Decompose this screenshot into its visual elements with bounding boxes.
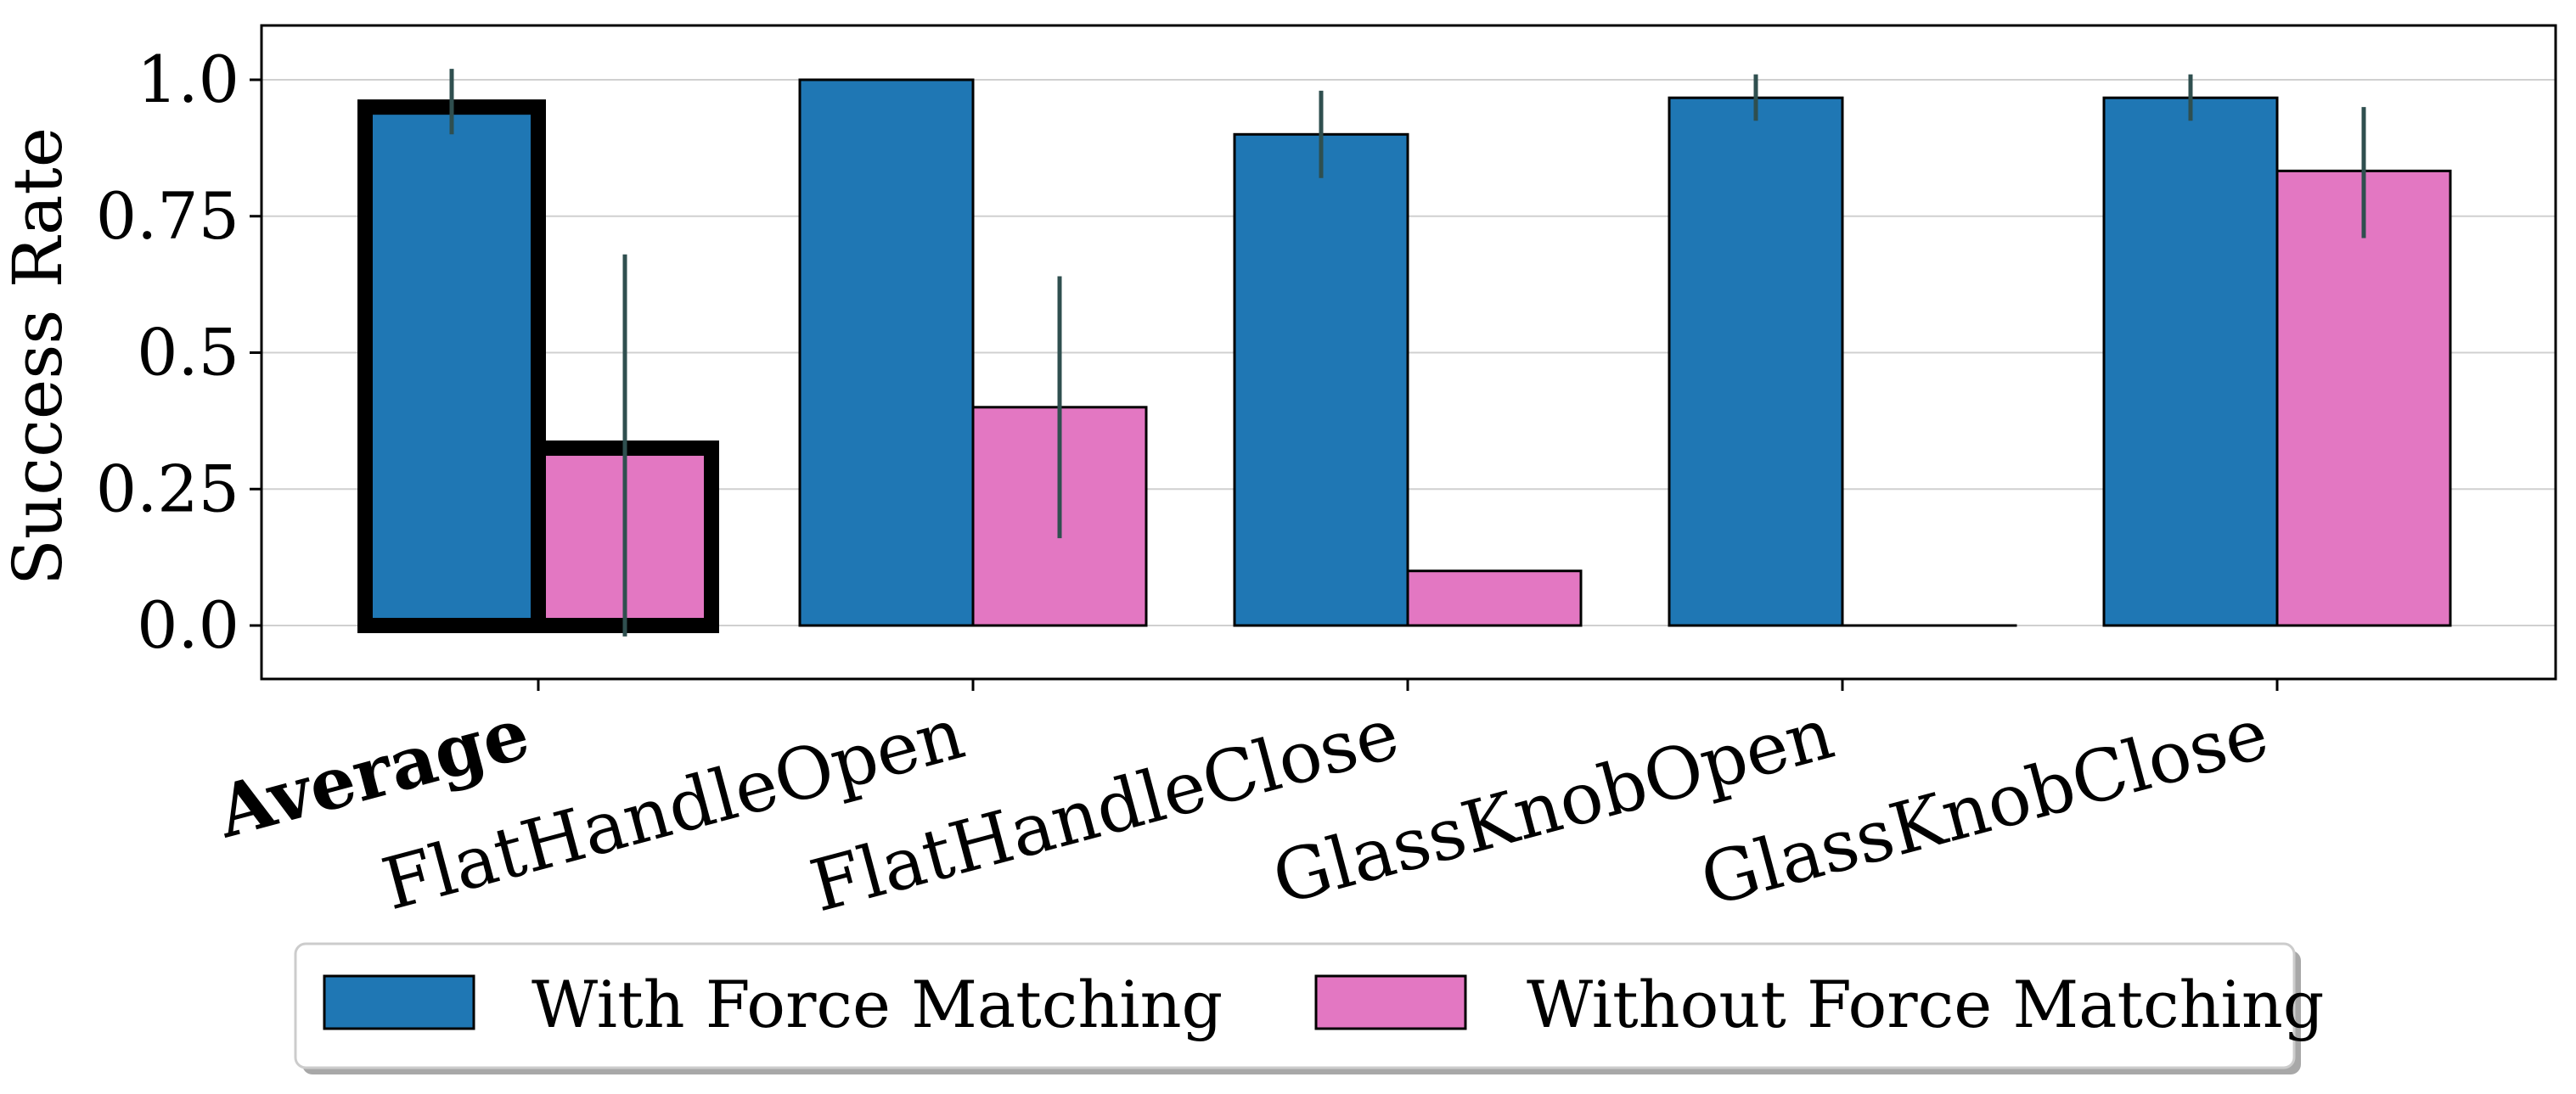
- y-tick-label: 0.25: [96, 451, 239, 526]
- x-axis: AverageFlatHandleOpenFlatHandleCloseGlas…: [207, 679, 2279, 928]
- legend-label-without: Without Force Matching: [1527, 967, 2324, 1042]
- y-axis: 0.0 0.25 0.5 0.75 1.0: [96, 42, 262, 663]
- bar-without-flathandleclose: [1406, 569, 1583, 627]
- legend-swatch-with: [323, 974, 475, 1030]
- y-tick-label: 1.0: [137, 42, 239, 117]
- y-tick-label: 0.0: [137, 587, 239, 663]
- y-tick-label: 0.5: [137, 315, 239, 390]
- bar-without-glassknobclose: [2275, 169, 2452, 627]
- legend-label-with: With Force Matching: [532, 967, 1223, 1042]
- bar-with-average: [357, 99, 546, 633]
- y-tick-label: 0.75: [96, 178, 239, 254]
- bar-with-glassknobclose: [2102, 96, 2279, 627]
- error-bars: [449, 69, 2366, 637]
- legend-swatch-without: [1314, 974, 1467, 1030]
- bar-with-flathandleopen: [798, 78, 975, 627]
- bar-with-flathandleclose: [1233, 132, 1409, 627]
- legend-box: [294, 942, 2296, 1069]
- y-axis-title: Success Rate: [0, 127, 77, 586]
- legend: With Force Matching Without Force Matchin…: [294, 942, 2324, 1074]
- bar-with-glassknobopen: [1668, 96, 1844, 627]
